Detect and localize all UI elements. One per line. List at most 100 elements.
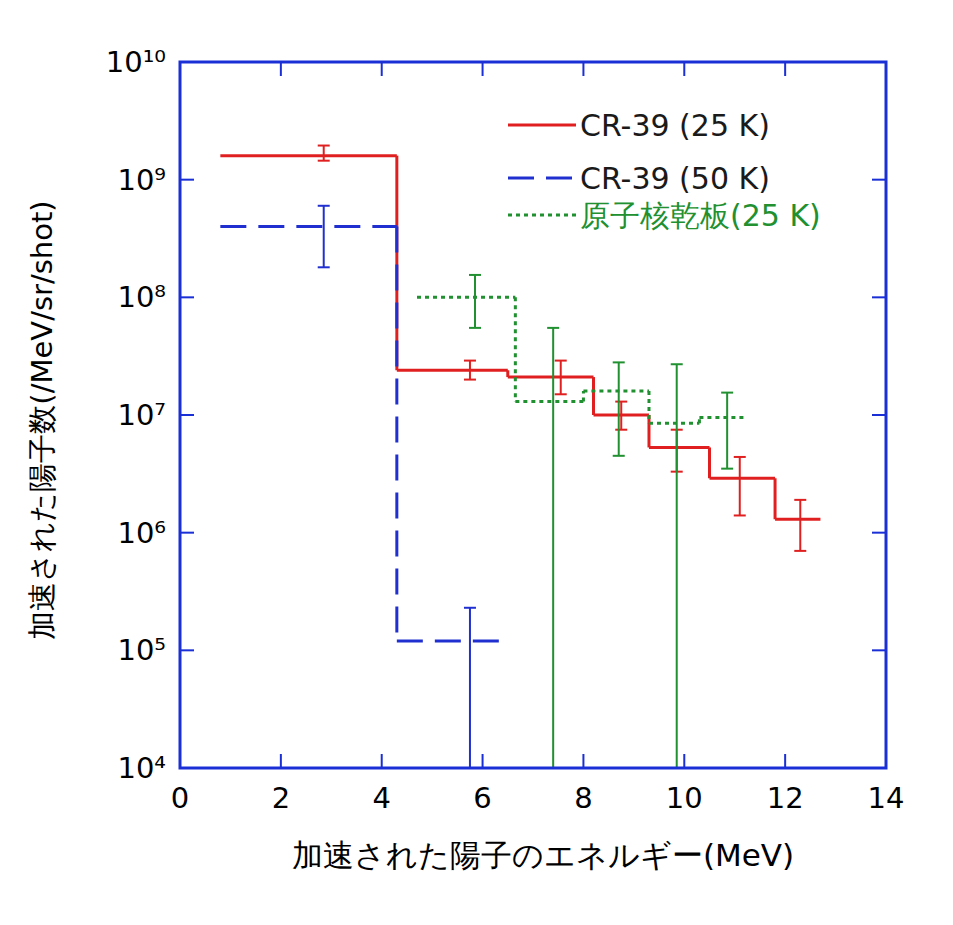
step-bin (710, 477, 776, 480)
error-bar (318, 146, 330, 161)
y-tick (180, 532, 194, 534)
error-cap (794, 499, 806, 501)
x-tick (582, 62, 584, 76)
plot-frame (180, 62, 886, 768)
x-tick (482, 62, 484, 76)
step-bin (397, 640, 508, 643)
y-tick (180, 179, 194, 181)
error-bar-line (560, 361, 562, 395)
step-riser (514, 297, 517, 401)
error-cap (555, 393, 567, 395)
error-bar (794, 500, 806, 551)
series (417, 275, 745, 768)
error-bar (318, 206, 330, 268)
step-bin (220, 225, 397, 228)
series (220, 146, 820, 551)
error-bar (464, 608, 476, 768)
step-bin (649, 422, 699, 425)
error-bar-line (620, 402, 622, 430)
error-bar-line (618, 362, 620, 455)
x-tick-label: 10 (666, 781, 703, 815)
y-tick-label: 10⁴ (117, 751, 166, 785)
error-bar (671, 364, 683, 768)
error-bar-line (469, 608, 471, 768)
error-cap (734, 514, 746, 516)
step-bin (508, 376, 594, 379)
error-bar-line (726, 393, 728, 469)
y-tick (872, 296, 886, 298)
y-tick-label: 10⁵ (117, 633, 166, 667)
step-bin (649, 446, 710, 449)
series (220, 206, 507, 768)
error-bar-line (676, 364, 678, 768)
step-riser (395, 156, 398, 371)
step-riser (698, 418, 701, 424)
y-tick (872, 649, 886, 651)
x-axis-label: 加速された陽子のエネルギー(MeV) (292, 837, 794, 873)
error-bar-line (552, 328, 554, 768)
step-bin (397, 369, 508, 372)
legend-swatch (508, 177, 576, 180)
y-tick (872, 179, 886, 181)
error-cap (469, 327, 481, 329)
error-bar (555, 361, 567, 395)
error-bar (547, 328, 559, 768)
step-riser (647, 415, 650, 447)
error-bar (613, 362, 625, 455)
error-cap (318, 145, 330, 147)
error-bar-line (474, 275, 476, 328)
step-bin (220, 154, 397, 157)
error-bar-line (739, 457, 741, 516)
y-tick-label: 10⁶ (117, 516, 166, 550)
x-tick (381, 62, 383, 76)
error-bar (615, 402, 627, 430)
step-bin (417, 296, 515, 299)
x-tick-label: 14 (868, 781, 905, 815)
error-bar (721, 393, 733, 469)
error-cap (615, 401, 627, 403)
x-tick-label: 0 (171, 781, 189, 815)
y-tick-label: 10⁸ (117, 280, 166, 314)
error-bar (734, 457, 746, 516)
step-bin (775, 518, 820, 521)
step-riser (582, 391, 585, 402)
plot-marks (220, 146, 820, 768)
step-riser (774, 478, 777, 519)
step-riser (708, 447, 711, 478)
x-tick (784, 754, 786, 768)
x-tick-label: 12 (767, 781, 804, 815)
legend: CR-39 (25 K) CR-39 (50 K)原子核乾板(25 K) (508, 108, 821, 233)
step-bin (583, 389, 649, 392)
error-cap (318, 160, 330, 162)
error-bar-line (469, 361, 471, 380)
x-tick (381, 754, 383, 768)
legend-label: CR-39 (25 K) (580, 108, 770, 143)
y-tick (872, 414, 886, 416)
y-tick-label: 10⁷ (117, 398, 166, 432)
x-tick (683, 62, 685, 76)
error-cap (721, 392, 733, 394)
x-tick (582, 754, 584, 768)
y-tick (872, 532, 886, 534)
error-cap (794, 550, 806, 552)
step-bin (515, 400, 583, 403)
step-riser (395, 226, 398, 641)
legend-label: 原子核乾板(25 K) (580, 198, 821, 233)
error-cap (613, 455, 625, 457)
y-tick (180, 296, 194, 298)
step-bin (699, 416, 744, 419)
x-tick-label: 8 (574, 781, 592, 815)
y-tick (180, 649, 194, 651)
legend-swatch (508, 214, 576, 217)
error-cap (318, 205, 330, 207)
y-tick-label: 10¹⁰ (106, 45, 166, 79)
error-cap (469, 274, 481, 276)
error-cap (734, 456, 746, 458)
step-riser (592, 377, 595, 415)
legend-label: CR-39 (50 K) (580, 161, 770, 196)
y-axis-label: 加速された陽子数(/MeV/sr/shot) (25, 200, 59, 639)
step-riser (647, 391, 650, 423)
error-cap (613, 361, 625, 363)
error-cap (464, 607, 476, 609)
error-cap (615, 429, 627, 431)
